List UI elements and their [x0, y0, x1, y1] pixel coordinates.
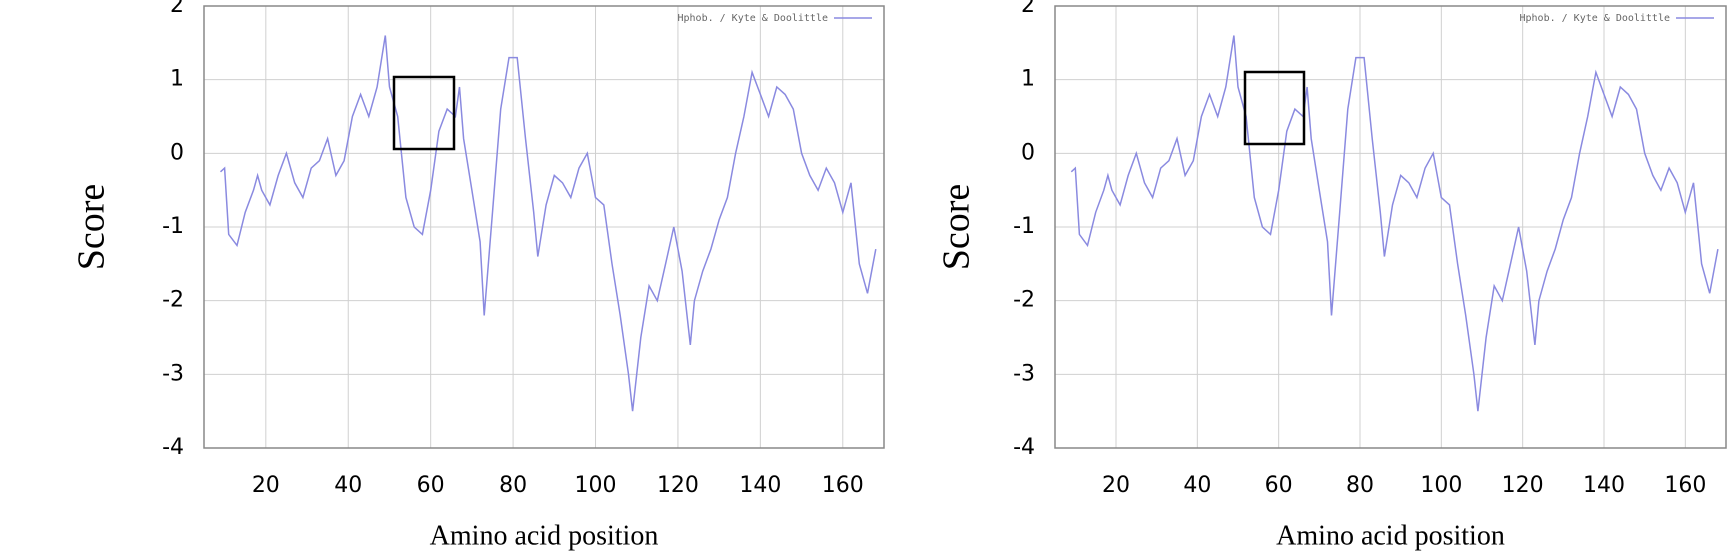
y-tick-label: -1	[162, 214, 184, 239]
plot-frame	[1054, 5, 1727, 449]
x-tick-label: 80	[499, 473, 527, 498]
x-tick-label: 80	[1346, 473, 1374, 498]
y-tick-label: -4	[1013, 435, 1035, 460]
x-tick-label: 120	[1502, 473, 1544, 498]
chart: -4 -3 -2 -1 0 1 2 20 40 60 80 100 120 140 160 Amino aci…	[936, 0, 1727, 551]
series-line	[1070, 35, 1719, 412]
x-tick-label: 120	[657, 473, 699, 498]
x-tick-label: 100	[575, 473, 617, 498]
y-tick-label: 2	[1021, 0, 1035, 18]
x-tick-label: 60	[417, 473, 445, 498]
y-tick-label: -1	[1013, 214, 1035, 239]
x-tick-label: 140	[739, 473, 781, 498]
x-tick-label: 20	[252, 473, 280, 498]
series-line	[219, 35, 877, 412]
y-tick-label: -2	[1013, 288, 1035, 313]
x-tick-label: 60	[1265, 473, 1293, 498]
chart: -4 -3 -2 -1 0 1 2 20 40 60 80 100 120 140 160 Amino aci…	[71, 0, 885, 551]
x-axis-title: Amino acid position	[1276, 520, 1505, 551]
y-tick-label: -3	[1013, 361, 1035, 386]
y-tick-label: 1	[170, 67, 184, 92]
y-tick-label: 0	[170, 140, 184, 165]
y-tick-label: -2	[162, 288, 184, 313]
x-tick-label: 100	[1420, 473, 1462, 498]
y-tick-label: 1	[1021, 67, 1035, 92]
x-tick-label: 160	[1664, 473, 1706, 498]
y-tick-label: -4	[162, 435, 184, 460]
legend-label: Hphob. / Kyte & Doolittle	[1519, 13, 1670, 24]
highlight-box	[392, 75, 456, 151]
y-axis-title: Score	[71, 184, 113, 271]
x-tick-label: 20	[1102, 473, 1130, 498]
x-tick-label: 140	[1583, 473, 1625, 498]
x-tick-label: 160	[822, 473, 864, 498]
y-tick-label: 2	[170, 0, 184, 18]
highlight-box	[1243, 70, 1306, 146]
legend-label: Hphob. / Kyte & Doolittle	[677, 13, 828, 24]
x-tick-label: 40	[1183, 473, 1211, 498]
y-tick-label: 0	[1021, 140, 1035, 165]
y-axis-title: Score	[936, 184, 978, 271]
y-tick-label: -3	[162, 361, 184, 386]
x-axis-title: Amino acid position	[430, 520, 659, 551]
plot-frame	[203, 5, 885, 449]
x-tick-label: 40	[334, 473, 362, 498]
